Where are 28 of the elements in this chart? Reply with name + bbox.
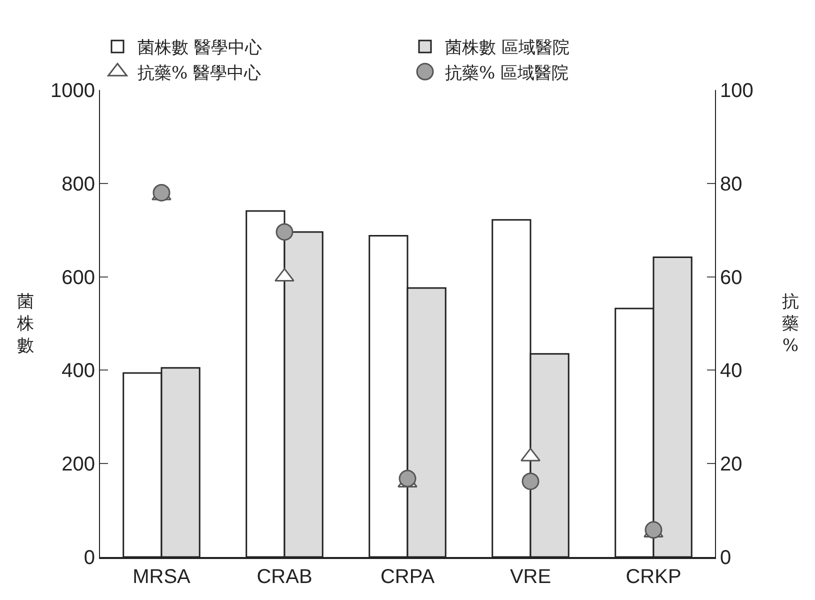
y2-tick-label: 80 xyxy=(720,173,742,196)
legend-label: 抗藥% 醫學中心 xyxy=(138,63,262,84)
point xyxy=(152,184,170,202)
y-tick-label: 1000 xyxy=(50,80,95,102)
point xyxy=(522,472,540,490)
x-tick-label: VRE xyxy=(510,566,552,588)
legend-label: 抗藥% 區域醫院 xyxy=(445,63,569,84)
x-tick-label: CRPA xyxy=(380,566,436,588)
point xyxy=(276,223,294,241)
y2-tick-label: 0 xyxy=(720,547,732,569)
x-tick-label: CRKP xyxy=(626,566,682,588)
y2-tick-label: 40 xyxy=(720,360,742,382)
point xyxy=(398,470,416,488)
y-tick-label: 600 xyxy=(62,266,95,289)
y-tick-label: 0 xyxy=(84,547,95,569)
y2-tick-label: 60 xyxy=(720,266,742,289)
legend-label: 菌株數 醫學中心 xyxy=(138,38,262,58)
x-tick-label: MRSA xyxy=(132,566,192,588)
y2-axis-title: 抗藥% xyxy=(782,292,799,356)
y-tick-label: 400 xyxy=(62,360,95,382)
legend-label: 菌株數 區域醫院 xyxy=(445,38,570,58)
y2-tick-label: 100 xyxy=(720,80,754,102)
y-tick-label: 800 xyxy=(62,173,95,196)
x-tick-label: CRAB xyxy=(256,566,312,588)
point xyxy=(644,521,662,539)
y-axis-title: 菌株數 xyxy=(16,292,34,356)
y-tick-label: 200 xyxy=(62,454,95,476)
y2-tick-label: 20 xyxy=(720,454,742,476)
